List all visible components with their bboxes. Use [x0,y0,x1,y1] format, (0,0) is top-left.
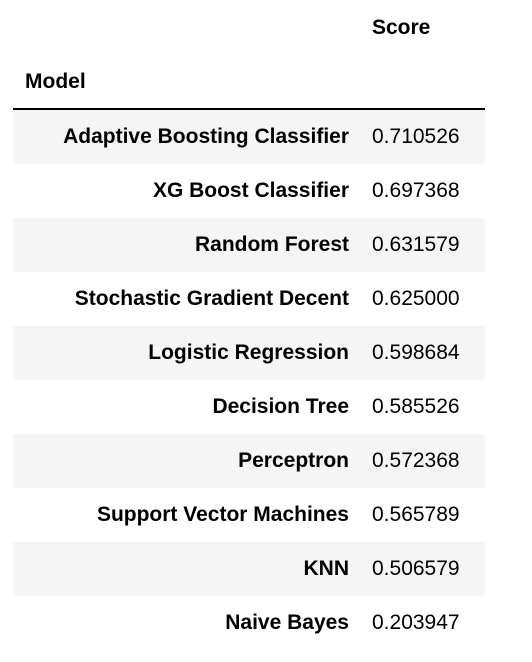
row-score: 0.565789 [372,503,460,526]
row-score: 0.598684 [372,341,460,364]
row-model-name: Perceptron [238,449,349,472]
row-score: 0.697368 [372,179,460,202]
row-model-name: XG Boost Classifier [152,179,349,202]
row-model-name: Support Vector Machines [96,503,349,526]
row-model-name: KNN [303,557,350,580]
table-row: KNN 0.506579 [13,542,485,596]
row-score: 0.203947 [372,611,460,634]
row-score: 0.710526 [372,125,460,148]
table-row: Random Forest 0.631579 [13,218,485,272]
header-divider [13,108,485,110]
row-model-name: Logistic Regression [148,341,349,364]
table-row: Adaptive Boosting Classifier 0.710526 [13,110,485,164]
row-score: 0.625000 [372,287,460,310]
table-row: Perceptron 0.572368 [13,434,485,488]
row-model-name: Stochastic Gradient Decent [74,287,349,310]
row-score: 0.585526 [372,395,460,418]
table-row: Logistic Regression 0.598684 [13,326,485,380]
table-row: Stochastic Gradient Decent 0.625000 [13,272,485,326]
row-model-name: Random Forest [194,233,349,256]
row-model-name: Naive Bayes [225,611,349,634]
table-row: Naive Bayes 0.203947 [13,596,485,650]
row-score: 0.631579 [372,233,460,256]
table-row: XG Boost Classifier 0.697368 [13,164,485,218]
table-row: Support Vector Machines 0.565789 [13,488,485,542]
index-header-model: Model [25,70,86,93]
row-model-name: Decision Tree [212,395,349,418]
column-header-score: Score [372,16,431,39]
row-score: 0.572368 [372,449,460,472]
row-score: 0.506579 [372,557,460,580]
table-row: Decision Tree 0.585526 [13,380,485,434]
table-body: Adaptive Boosting Classifier 0.710526 XG… [13,110,485,650]
row-model-name: Adaptive Boosting Classifier [63,125,349,148]
